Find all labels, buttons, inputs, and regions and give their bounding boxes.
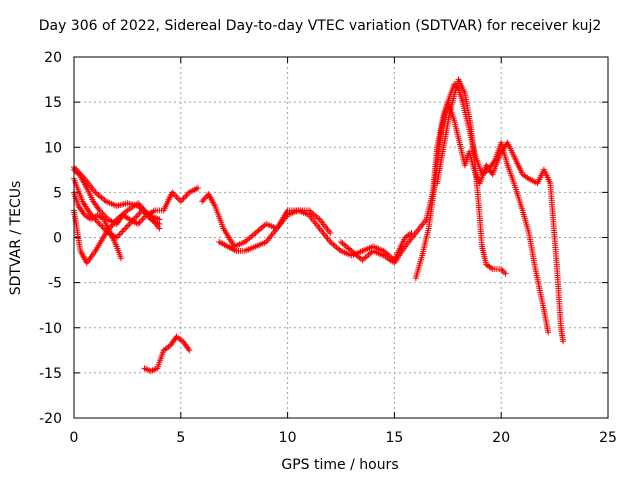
data-series-10 [434,76,509,277]
y-tick-label: -10 [39,321,62,337]
data-marker-9 [412,81,552,336]
y-tick-label: 10 [44,140,62,156]
data-marker-8 [338,99,567,345]
data-marker-10 [434,76,509,277]
data-marker-7 [216,207,334,254]
data-marker-4 [71,200,163,266]
tick-layer: 0 5 10 15 20 25 -20 -15 -10 -5 0 5 10 15 20 [39,50,617,446]
x-tick-label: 10 [279,430,297,446]
x-tick-label: 15 [385,430,403,446]
y-tick-label: -20 [39,411,62,427]
x-axis-label: GPS time / hours [281,457,399,473]
chart-title: Day 306 of 2022, Sidereal Day-to-day VTE… [38,18,602,34]
grid-layer [74,57,608,418]
y-tick-label: -5 [48,276,62,292]
data-layer [71,76,567,375]
data-marker-11 [141,333,193,375]
x-tick-label: 5 [176,430,185,446]
x-tick-label: 0 [70,430,79,446]
x-tick-label: 20 [492,430,510,446]
x-tick-label: 25 [599,430,617,446]
y-tick-label: 20 [44,50,62,66]
data-series-4 [71,200,163,266]
plot-frame [73,56,609,419]
y-tick-label: 5 [53,185,62,201]
data-series-11 [141,333,193,375]
data-series-7 [216,207,334,254]
data-series-9 [412,81,552,336]
y-tick-label: -15 [39,366,62,382]
y-tick-label: 0 [53,231,62,247]
y-tick-label: 15 [44,95,62,111]
data-series-8 [338,99,567,345]
